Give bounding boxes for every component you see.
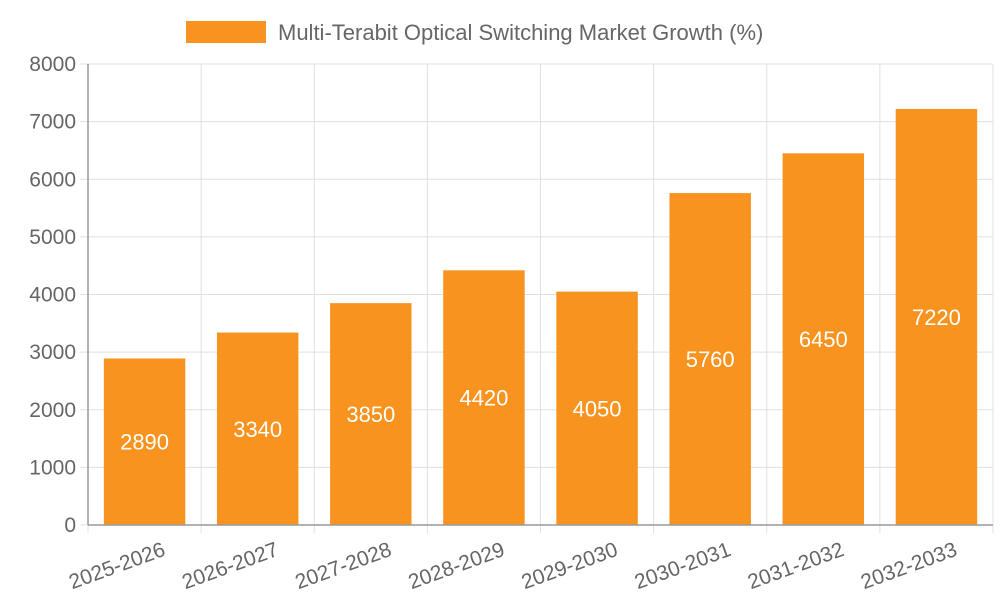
bar (103, 358, 186, 525)
x-tick-label: 2028-2029 (405, 538, 507, 594)
data-label: 6450 (799, 327, 848, 352)
y-tick-label: 0 (64, 514, 76, 537)
x-tick-label: 2026-2027 (179, 538, 281, 594)
y-tick-label: 6000 (29, 168, 76, 191)
x-tick-label: 2025-2026 (66, 538, 168, 594)
data-label: 4050 (573, 396, 622, 421)
data-label: 3850 (346, 402, 395, 427)
bar (669, 193, 751, 525)
bar (895, 108, 978, 525)
data-label: 5760 (686, 347, 735, 372)
bar (782, 153, 865, 525)
axes (80, 63, 994, 533)
y-tick-label: 2000 (29, 399, 76, 422)
x-tick-label: 2031-2032 (745, 538, 847, 594)
data-label: 4420 (459, 386, 508, 411)
y-tick-label: 1000 (29, 456, 76, 479)
bar (556, 291, 638, 525)
legend[interactable]: Multi-Terabit Optical Switching Market G… (186, 20, 763, 45)
bars (103, 108, 978, 525)
y-tick-label: 4000 (29, 284, 76, 307)
x-tick-labels: 2025-2026 2026-2027 2027-2028 2028-2029 2029… (66, 538, 960, 594)
y-tick-labels: 0 1000 2000 3000 4000 5000 6000 7000 8000 (29, 53, 76, 537)
y-tick-label: 5000 (29, 226, 76, 249)
data-label: 3340 (233, 417, 282, 442)
legend-label: Multi-Terabit Optical Switching Market G… (278, 20, 763, 45)
data-label: 7220 (912, 305, 961, 330)
y-tick-label: 3000 (29, 341, 76, 364)
bar (330, 303, 412, 525)
legend-swatch (186, 21, 266, 43)
x-tick-label: 2032-2033 (858, 538, 960, 594)
x-tick-label: 2030-2031 (632, 538, 734, 594)
bar (443, 270, 525, 525)
y-tick-label: 8000 (29, 53, 76, 76)
data-label: 2890 (120, 430, 169, 455)
data-labels: 2890 3340 3850 4420 4050 5760 6450 7220 (120, 305, 961, 455)
bar (216, 332, 299, 525)
x-tick-label: 2029-2030 (519, 538, 621, 594)
y-tick-label: 7000 (29, 111, 76, 134)
x-tick-label: 2027-2028 (292, 538, 394, 594)
